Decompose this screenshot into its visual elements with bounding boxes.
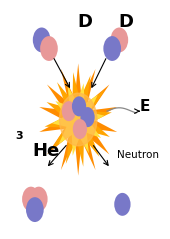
Circle shape (110, 27, 128, 52)
Text: 3: 3 (15, 131, 22, 141)
Polygon shape (39, 63, 117, 176)
Text: He: He (32, 141, 59, 160)
Circle shape (40, 36, 58, 61)
Circle shape (73, 119, 87, 139)
Circle shape (103, 36, 121, 61)
Text: D: D (78, 12, 92, 31)
Circle shape (33, 27, 50, 52)
Polygon shape (52, 83, 104, 156)
Circle shape (62, 101, 76, 121)
Text: Neutron: Neutron (117, 150, 159, 160)
Circle shape (26, 197, 44, 222)
Circle shape (114, 193, 131, 216)
Text: D: D (118, 12, 133, 31)
Polygon shape (45, 72, 112, 167)
Circle shape (22, 187, 40, 212)
Circle shape (72, 96, 86, 116)
Circle shape (80, 107, 95, 127)
Circle shape (30, 187, 48, 212)
Text: E: E (139, 99, 150, 114)
Circle shape (59, 93, 97, 146)
